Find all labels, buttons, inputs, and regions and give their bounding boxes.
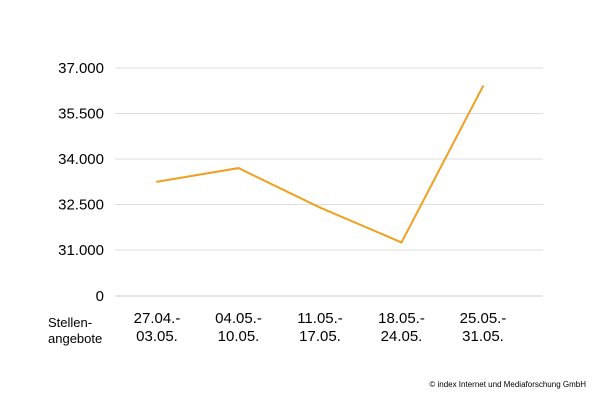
x-tick-label-line: 17.05. xyxy=(299,328,341,345)
x-tick-label: 25.05.-31.05. xyxy=(460,310,507,345)
y-tick-label: 32.500 xyxy=(58,197,104,214)
x-tick-label-line: 27.04.- xyxy=(134,310,181,327)
x-tick-label: 27.04.-03.05. xyxy=(134,310,181,345)
x-axis-ticks: 27.04.-03.05.04.05.-10.05.11.05.-17.05.1… xyxy=(134,310,507,345)
y-tick-label: 0 xyxy=(96,288,104,305)
row-label-line-1: Stellen- xyxy=(48,315,92,330)
gridlines xyxy=(115,67,543,297)
x-tick-label-line: 24.05. xyxy=(381,328,423,345)
data-point xyxy=(156,180,158,183)
x-tick-label-line: 31.05. xyxy=(462,328,504,345)
x-tick-label-line: 10.05. xyxy=(218,328,260,345)
data-point xyxy=(400,241,403,244)
x-tick-label-line: 18.05.- xyxy=(378,310,425,327)
y-tick-label: 37.000 xyxy=(58,60,104,77)
y-tick-label: 34.000 xyxy=(58,151,104,168)
x-tick-label-line: 04.05.- xyxy=(215,310,262,327)
y-tick-label: 35.500 xyxy=(58,106,104,123)
x-tick-label-line: 03.05. xyxy=(136,328,178,345)
x-tick-label-line: 25.05.- xyxy=(460,310,507,327)
series-layer xyxy=(156,85,484,244)
source-credit: © index Internet und Mediaforschung GmbH xyxy=(429,380,586,389)
data-point xyxy=(237,167,240,170)
x-tick-label-line: 11.05.- xyxy=(297,310,343,327)
x-tick-label: 18.05.-24.05. xyxy=(378,310,425,345)
row-label: Stellen- angebote xyxy=(48,315,102,346)
data-point xyxy=(319,206,321,209)
series-line xyxy=(156,85,484,244)
y-tick-label: 31.000 xyxy=(58,242,104,259)
y-axis-ticks: 0 31.000 32.500 34.000 35.500 37.000 xyxy=(58,60,104,305)
data-point xyxy=(482,85,484,88)
row-label-line-2: angebote xyxy=(48,331,102,346)
x-tick-label: 11.05.-17.05. xyxy=(297,310,343,345)
x-tick-label: 04.05.-10.05. xyxy=(215,310,262,345)
